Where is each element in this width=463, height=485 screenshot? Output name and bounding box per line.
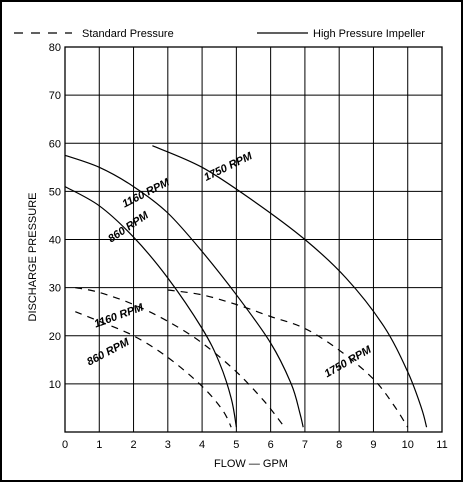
y-tick-labels: 10 20 30 40 50 60 70 80 <box>49 42 61 391</box>
legend: Standard Pressure High Pressure Impeller <box>14 28 425 40</box>
x-tick-label: 5 <box>233 439 239 451</box>
x-tick-label: 9 <box>370 439 376 451</box>
y-tick-label: 60 <box>49 138 61 150</box>
x-tick-label: 10 <box>402 439 414 451</box>
high-pressure-1160-rpm-curve <box>64 154 304 428</box>
curve-label-1160-rpm: 1160 RPM <box>120 176 172 210</box>
x-tick-label: 8 <box>336 439 342 451</box>
y-tick-label: 40 <box>49 235 61 247</box>
x-tick-label: 7 <box>302 439 308 451</box>
standard-1750-rpm-curve <box>167 289 409 428</box>
y-tick-label: 50 <box>49 186 61 198</box>
pressure-flow-chart: Standard Pressure High Pressure Impeller… <box>14 28 448 470</box>
y-axis-title: DISCHARGE PRESSURE <box>27 193 39 322</box>
x-axis-title: FLOW — GPM <box>214 458 288 470</box>
x-tick-label: 3 <box>165 439 171 451</box>
curve-label-1750-rpm: 1750 RPM <box>322 343 374 380</box>
x-tick-label: 2 <box>130 439 136 451</box>
legend-high-pressure-label: High Pressure Impeller <box>313 28 425 40</box>
y-tick-label: 30 <box>49 283 61 295</box>
curve-label-860-rpm: 860 RPM <box>85 336 132 369</box>
high-pressure-860-rpm-curve <box>64 186 237 428</box>
x-tick-label: 4 <box>199 439 205 451</box>
high-pressure-curves <box>64 145 428 428</box>
grid <box>64 46 443 433</box>
curve-label-1750-rpm: 1750 RPM <box>202 150 255 184</box>
x-tick-labels: 0 1 2 3 4 5 6 7 8 9 10 11 <box>62 439 448 451</box>
y-tick-label: 70 <box>49 90 61 102</box>
x-tick-label: 1 <box>96 439 102 451</box>
x-tick-label: 11 <box>436 439 447 451</box>
y-tick-label: 20 <box>49 331 61 343</box>
x-tick-label: 0 <box>62 439 68 451</box>
high-pressure-1750-rpm-curve <box>152 145 428 428</box>
standard-pressure-curves <box>75 287 409 428</box>
legend-standard-label: Standard Pressure <box>82 28 174 40</box>
curve-label-1160-rpm: 1160 RPM <box>93 301 146 330</box>
y-tick-label: 80 <box>49 42 61 54</box>
x-tick-label: 6 <box>268 439 274 451</box>
y-tick-label: 10 <box>49 379 61 391</box>
